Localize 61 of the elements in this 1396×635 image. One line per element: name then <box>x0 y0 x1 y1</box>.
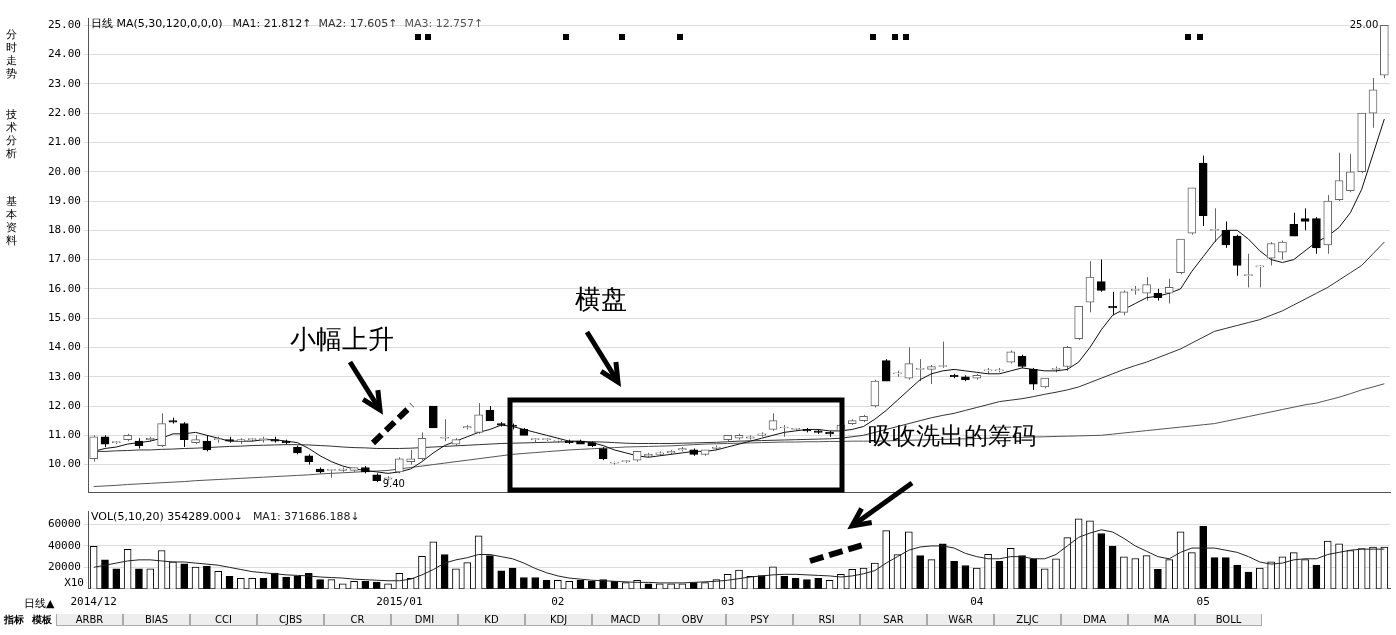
y-tick-label: 19.00 <box>47 193 81 207</box>
annotation: 25.00 <box>1349 18 1379 30</box>
y-tick-label: 60000 <box>47 517 81 531</box>
text: X10 <box>64 576 84 590</box>
text: ZLJC <box>994 614 1061 626</box>
text: 模板 <box>31 613 53 627</box>
y-tick-label: 16.00 <box>47 281 81 295</box>
y-tick-label: 11.00 <box>47 428 81 442</box>
text: KD <box>458 614 525 626</box>
text: DMA <box>1061 614 1128 626</box>
y-tick-label: 24.00 <box>47 47 81 61</box>
y-tick-label: 22.00 <box>47 106 81 120</box>
x-tick-label: 04 <box>970 595 984 609</box>
text: MA2: 17.605↑ <box>318 16 398 30</box>
text: BIAS <box>123 614 190 626</box>
x-tick-label: 02 <box>551 595 565 609</box>
text: MACD <box>592 614 659 626</box>
y-tick-label: 20.00 <box>47 164 81 178</box>
annotation: 吸收洗出的筹码 <box>868 421 1036 452</box>
text: W&R <box>927 614 994 626</box>
y-tick-label: 20000 <box>47 560 81 574</box>
chart-title: VOL(5,10,20) 354289.000↓ <box>91 510 243 524</box>
text: CJBS <box>257 614 324 626</box>
text: RSI <box>793 614 860 626</box>
x-tick-label: 2015/01 <box>376 595 423 609</box>
text: KDJ <box>525 614 592 626</box>
text: BOLL <box>1195 614 1262 626</box>
text: DMI <box>391 614 458 626</box>
x-tick-label: 2014/12 <box>70 595 117 609</box>
text: ARBR <box>56 614 123 626</box>
text: PSY <box>726 614 793 626</box>
y-tick-label: 23.00 <box>47 76 81 90</box>
text: 分时走势 <box>5 28 17 80</box>
y-tick-label: 18.00 <box>47 223 81 237</box>
annotation: 9.40 <box>382 477 405 489</box>
text: MA1: 371686.188↓ <box>252 510 360 524</box>
chart-title: 日线 MA(5,30,120,0,0,0) <box>91 16 223 30</box>
text: CCI <box>190 614 257 626</box>
y-tick-label: 40000 <box>47 538 81 552</box>
text: 基本资料 <box>5 195 17 247</box>
text: OBV <box>659 614 726 626</box>
text: MA <box>1128 614 1195 626</box>
y-tick-label: 13.00 <box>47 369 81 383</box>
text: 日线▲ <box>24 596 55 611</box>
y-tick-label: 12.00 <box>47 398 81 412</box>
text: SAR <box>860 614 927 626</box>
y-tick-label: 25.00 <box>47 18 81 32</box>
text: MA1: 21.812↑ <box>232 16 312 30</box>
y-tick-label: 21.00 <box>47 135 81 149</box>
x-tick-label: 03 <box>721 595 735 609</box>
y-tick-label: 17.00 <box>47 252 81 266</box>
y-tick-label: 10.00 <box>47 457 81 471</box>
text: 指标 <box>3 613 25 627</box>
text: CR <box>324 614 391 626</box>
text: 技术分析 <box>5 108 17 160</box>
y-tick-label: 15.00 <box>47 311 81 325</box>
text: MA3: 12.757↑ <box>404 16 484 30</box>
annotation: 小幅上升 <box>290 323 394 356</box>
x-tick-label: 05 <box>1196 595 1210 609</box>
annotation: 横盘 <box>575 283 627 316</box>
y-tick-label: 14.00 <box>47 340 81 354</box>
